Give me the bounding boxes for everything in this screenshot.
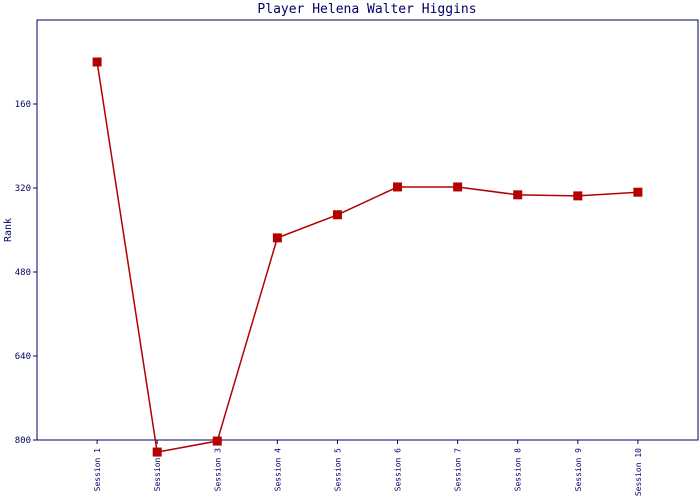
y-tick-label: 640 — [15, 352, 31, 362]
series-line — [96, 61, 638, 453]
point-marker — [573, 191, 583, 201]
point-marker — [272, 233, 282, 243]
y-axis-label: Rank — [3, 218, 14, 242]
x-tick-label: Session 3 — [213, 448, 222, 492]
y-tick-label: 320 — [15, 184, 31, 194]
x-tick-label: Session 7 — [454, 448, 463, 492]
point-marker — [212, 436, 222, 446]
y-tick-label: 480 — [15, 268, 31, 278]
x-tick-label: Session 2 — [153, 448, 162, 492]
x-tick-label: Session 5 — [333, 448, 342, 492]
point-marker — [92, 57, 102, 67]
x-tick-label: Session 10 — [634, 448, 643, 496]
x-tick-label: Session 6 — [394, 448, 403, 492]
x-tick-label: Session 9 — [574, 448, 583, 492]
x-tick-label: Session 4 — [273, 448, 282, 492]
y-tick-label: 800 — [15, 436, 31, 446]
point-marker — [633, 187, 643, 197]
x-tick-label: Session 1 — [93, 448, 102, 492]
point-marker — [393, 182, 403, 192]
point-marker — [513, 190, 523, 200]
chart-title: Player Helena Walter Higgins — [257, 2, 476, 17]
point-marker — [152, 447, 162, 457]
x-tick-label: Session 8 — [514, 448, 523, 492]
point-marker — [453, 182, 463, 192]
y-tick-label: 160 — [15, 100, 31, 110]
plot-frame — [36, 19, 699, 441]
point-marker — [332, 210, 342, 220]
